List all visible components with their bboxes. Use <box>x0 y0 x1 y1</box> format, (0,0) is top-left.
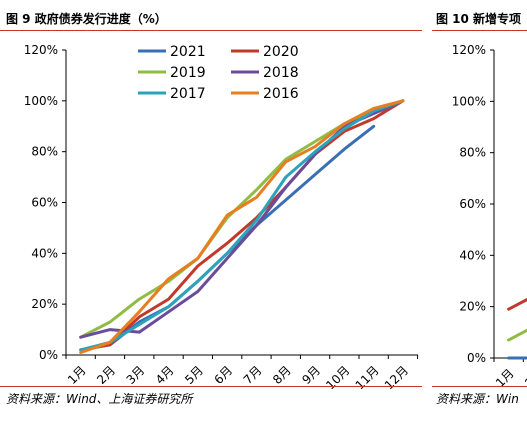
right-top-divider <box>432 30 527 31</box>
chart0-series-2017 <box>79 99 405 352</box>
left-figure-caption: 图 9 政府债券发行进度（%） <box>6 12 167 26</box>
chart0-x-tick-label: 9月 <box>299 363 323 387</box>
chart0-y-tick-label: 20% <box>31 297 58 311</box>
left-top-divider <box>0 30 422 31</box>
left-source-note: 资料来源：Wind、上海证券研究所 <box>6 392 193 406</box>
chart0-y-tick-label: 40% <box>31 246 58 260</box>
legend-label-2020: 2020 <box>263 44 299 60</box>
chart0-series-2021 <box>79 124 376 352</box>
chart0-x-tick-label: 6月 <box>211 363 235 387</box>
chart0-x-tick-label: 2月 <box>94 363 118 387</box>
right-figure-caption: 图 10 新增专项 <box>436 12 522 26</box>
chart1-y-tick-label: 80% <box>459 146 486 160</box>
left-bottom-divider <box>0 386 422 387</box>
chart1-series-line-1 <box>507 328 527 342</box>
chart1-y-tick-label: 20% <box>459 300 486 314</box>
legend-label-2021: 2021 <box>170 44 206 60</box>
chart0-x-tick-label: 3月 <box>124 363 148 387</box>
chart0-y-tick-label: 80% <box>31 145 58 159</box>
chart0-x-tick-label: 5月 <box>182 363 206 387</box>
chart1-x-tick-label: 2月 <box>522 366 527 390</box>
chart0-y-tick-label: 120% <box>24 43 58 57</box>
chart1-y-tick-label: 0% <box>467 351 486 365</box>
chart1-y-tick-label: 60% <box>459 197 486 211</box>
chart1-y-tick-label: 120% <box>452 43 486 57</box>
right-bottom-divider <box>432 386 527 387</box>
chart1-y-tick-label: 40% <box>459 248 486 262</box>
chart0-x-tick-label: 1月 <box>65 363 89 387</box>
chart0-x-tick-label: 7月 <box>241 363 265 387</box>
chart0-x-tick-label: 4月 <box>153 363 177 387</box>
chart0-series-2020 <box>79 99 405 352</box>
legend-label-2017: 2017 <box>170 86 206 102</box>
chart0-x-tick-label: 8月 <box>270 363 294 387</box>
chart0-y-tick-label: 60% <box>31 196 58 210</box>
chart0-series-2019 <box>79 99 405 339</box>
chart0-y-tick-label: 0% <box>39 348 58 362</box>
legend-label-2019: 2019 <box>170 65 206 81</box>
chart0-series-2018 <box>79 99 405 339</box>
chart0-series-2016 <box>79 99 405 354</box>
chart1-y-tick-label: 100% <box>452 94 486 108</box>
legend-label-2016: 2016 <box>263 86 299 102</box>
right-source-note: 资料来源：Win <box>436 392 519 406</box>
chart0-x-tick-label: 12月 <box>382 363 411 392</box>
legend-label-2018: 2018 <box>263 65 299 81</box>
chart0-x-tick-label: 10月 <box>323 363 352 392</box>
chart0-y-tick-label: 100% <box>24 94 58 108</box>
chart1-series-line-0 <box>507 297 527 311</box>
chart0-x-tick-label: 11月 <box>353 363 382 392</box>
